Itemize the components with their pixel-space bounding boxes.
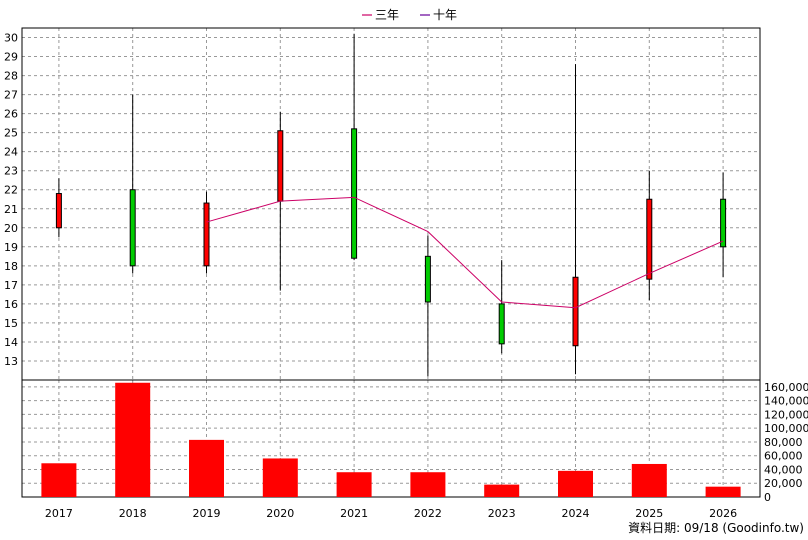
x-tick-label-2017: 2017 [45,507,73,520]
legend-label-1: 十年 [433,8,457,22]
price-tick-label: 25 [4,127,18,140]
price-tick-label: 13 [4,355,18,368]
x-tick-label-2022: 2022 [414,507,442,520]
price-tick-label: 22 [4,184,18,197]
volume-bars [41,382,741,497]
x-tick-label-2025: 2025 [635,507,663,520]
price-tick-label: 14 [4,336,18,349]
price-tick-label: 17 [4,279,18,292]
average-line [206,196,724,309]
candle-body-2019 [203,202,210,267]
candle-body-2024 [572,276,579,347]
candle-body-2020 [277,130,284,202]
price-tick-label: 24 [4,146,18,159]
volume-tick-label: 60,000 [764,450,803,463]
price-tick-label: 26 [4,108,18,121]
x-tick-label-2018: 2018 [119,507,147,520]
candle-body-2023 [498,303,505,345]
three-year-line [206,196,724,309]
candle-body-2021 [351,128,358,259]
x-tick-label-2020: 2020 [266,507,294,520]
volume-bar-2023 [484,484,520,497]
volume-bar-2020 [262,458,298,497]
volume-tick-label: 0 [764,491,771,504]
volume-bar-2019 [189,439,224,497]
volume-tick-label: 160,000 [764,381,808,394]
candle-body-2018 [129,189,136,267]
x-tick-label-2019: 2019 [193,507,221,520]
volume-bar-2018 [115,382,151,497]
candle-body-2025 [646,198,653,280]
price-tick-label: 29 [4,51,18,64]
volume-tick-label: 140,000 [764,395,808,408]
x-tick-label-2024: 2024 [562,507,590,520]
volume-bar-2024 [558,470,593,497]
price-tick-label: 18 [4,260,18,273]
volume-bar-2022 [410,472,446,497]
price-tick-label: 15 [4,317,18,330]
candles [55,33,727,377]
volume-bar-2021 [336,472,372,497]
candle-body-2022 [424,255,431,303]
volume-tick-label: 120,000 [764,408,808,421]
candle-body-2026 [720,198,727,248]
plot-frames [21,27,761,498]
volume-bar-2025 [631,463,667,497]
candle-body-2017 [55,193,62,229]
price-tick-label: 20 [4,222,18,235]
x-tick-label-2021: 2021 [340,507,368,520]
x-tick-label-2023: 2023 [488,507,516,520]
price-tick-label: 16 [4,298,18,311]
legend-label-0: 三年 [375,8,399,22]
axis-labels: 131415161718192021222324252627282930020,… [4,32,808,520]
chart-legend: 三年 十年 [362,8,457,22]
price-tick-label: 23 [4,165,18,178]
price-tick-label: 19 [4,241,18,254]
volume-plot-frame [21,379,761,498]
volume-tick-label: 40,000 [764,463,803,476]
volume-tick-label: 80,000 [764,436,803,449]
price-tick-label: 27 [4,89,18,102]
source-label: 資料日期: 09/18 (Goodinfo.tw) [628,521,804,535]
volume-tick-label: 100,000 [764,422,808,435]
volume-tick-label: 20,000 [764,477,803,490]
volume-bar-2026 [705,486,741,497]
price-tick-label: 28 [4,70,18,83]
price-tick-label: 30 [4,32,18,45]
x-tick-label-2026: 2026 [709,507,737,520]
price-tick-label: 21 [4,203,18,216]
volume-bar-2017 [41,463,77,497]
